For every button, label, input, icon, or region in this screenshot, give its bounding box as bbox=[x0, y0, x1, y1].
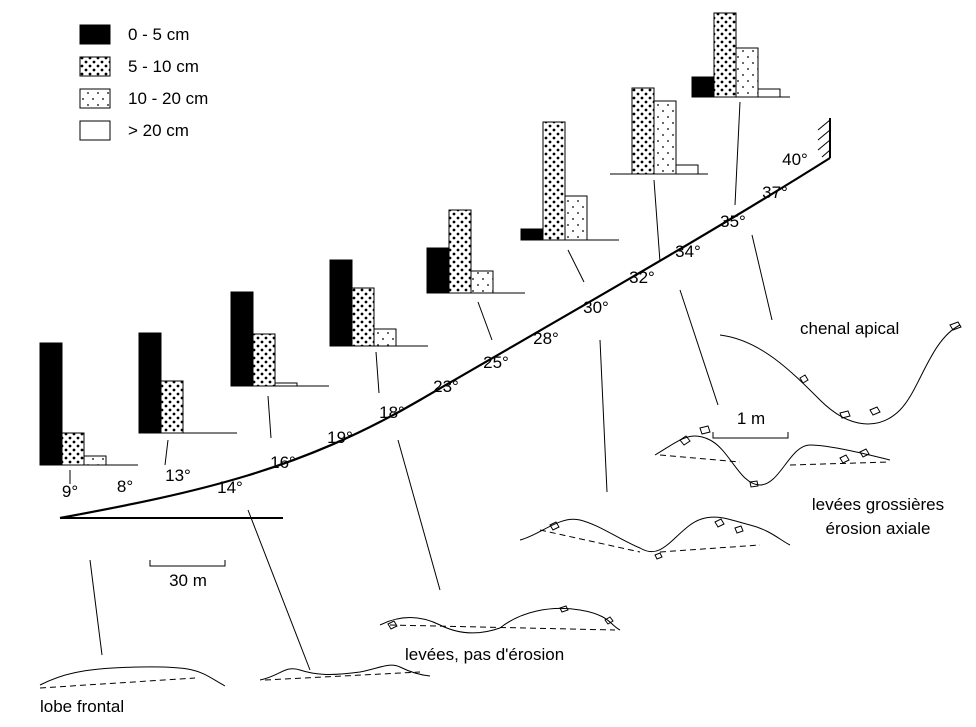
section bbox=[39, 666, 226, 687]
bar bbox=[564, 195, 588, 241]
leader-lines bbox=[69, 101, 773, 671]
connectors bbox=[69, 101, 773, 671]
bar bbox=[329, 259, 353, 347]
slope-angle: 13° bbox=[165, 466, 191, 485]
label: érosion axiale bbox=[826, 519, 931, 538]
bar bbox=[252, 333, 276, 387]
annotations: lobe frontal levées, pas d'érosion levée… bbox=[40, 319, 944, 716]
bar bbox=[83, 455, 107, 466]
bar bbox=[691, 76, 715, 98]
slope-angle: 8° bbox=[117, 477, 133, 496]
slope-angle: 18° bbox=[379, 403, 405, 422]
slope-angle: 40° bbox=[782, 150, 808, 169]
bar bbox=[653, 100, 677, 175]
section bbox=[379, 607, 621, 634]
slope-angle: 32° bbox=[629, 268, 655, 287]
slope-angle: 25° bbox=[483, 353, 509, 372]
wall-hatch bbox=[817, 119, 831, 158]
section bbox=[519, 516, 791, 553]
slope-angle: 16° bbox=[270, 453, 296, 472]
legend-label: 10 - 20 cm bbox=[128, 89, 208, 108]
slope bbox=[59, 118, 831, 567]
legend: 0 - 5 cm 5 - 10 cm 10 - 20 cm > 20 cm bbox=[79, 24, 208, 141]
label: levées grossières bbox=[812, 495, 944, 514]
bar bbox=[713, 12, 737, 98]
bar bbox=[351, 287, 375, 347]
legend-label: 0 - 5 cm bbox=[128, 25, 189, 44]
bar bbox=[39, 342, 63, 466]
label: lobe frontal bbox=[40, 697, 124, 716]
slope-angle: 19° bbox=[327, 428, 353, 447]
slope-angle: 9° bbox=[62, 482, 78, 501]
scale-label: 1 m bbox=[737, 409, 765, 428]
histograms bbox=[39, 12, 790, 466]
bar bbox=[138, 332, 162, 434]
slope-angle: 37° bbox=[762, 183, 788, 202]
section bbox=[259, 664, 431, 681]
label: levées, pas d'érosion bbox=[405, 645, 564, 664]
legend-label: > 20 cm bbox=[128, 121, 189, 140]
slope-angle: 14° bbox=[217, 478, 243, 497]
scale-bars bbox=[149, 432, 789, 567]
section-base bbox=[389, 624, 616, 631]
slope-angle: 35° bbox=[720, 212, 746, 231]
boulders bbox=[387, 321, 962, 630]
scale-label: 30 m bbox=[169, 571, 207, 590]
bar bbox=[520, 228, 544, 241]
bar bbox=[631, 87, 655, 175]
slope-angle: 23° bbox=[433, 377, 459, 396]
section bbox=[654, 435, 891, 486]
angles: 9° 8° 13° 14° 16° 19° 18° 23° 25° 28° 30° 32° 34° 35°… bbox=[62, 150, 808, 501]
section-base bbox=[539, 529, 761, 553]
bar bbox=[373, 328, 397, 347]
slope-angle: 28° bbox=[533, 329, 559, 348]
bar bbox=[675, 164, 699, 175]
section-base bbox=[659, 454, 891, 466]
bar bbox=[61, 432, 85, 466]
bar bbox=[542, 121, 566, 241]
bar bbox=[230, 291, 254, 387]
bar bbox=[160, 380, 184, 434]
slope-angle: 30° bbox=[583, 298, 609, 317]
cross-sections bbox=[39, 321, 962, 689]
label: chenal apical bbox=[800, 319, 899, 338]
bar bbox=[735, 47, 759, 98]
legend-swatch bbox=[79, 56, 111, 77]
bar bbox=[448, 209, 472, 294]
section bbox=[719, 324, 961, 425]
legend-swatch bbox=[79, 120, 111, 141]
legend-label: 5 - 10 cm bbox=[128, 57, 199, 76]
bar bbox=[470, 270, 494, 294]
slope-angle: 34° bbox=[675, 242, 701, 261]
legend-swatch bbox=[79, 88, 111, 109]
section-base bbox=[264, 671, 421, 681]
legend-swatch bbox=[79, 24, 111, 45]
bar bbox=[757, 88, 781, 98]
section-base bbox=[39, 677, 196, 689]
bar bbox=[274, 382, 298, 387]
bar bbox=[426, 247, 450, 294]
slope-profile bbox=[59, 157, 831, 520]
